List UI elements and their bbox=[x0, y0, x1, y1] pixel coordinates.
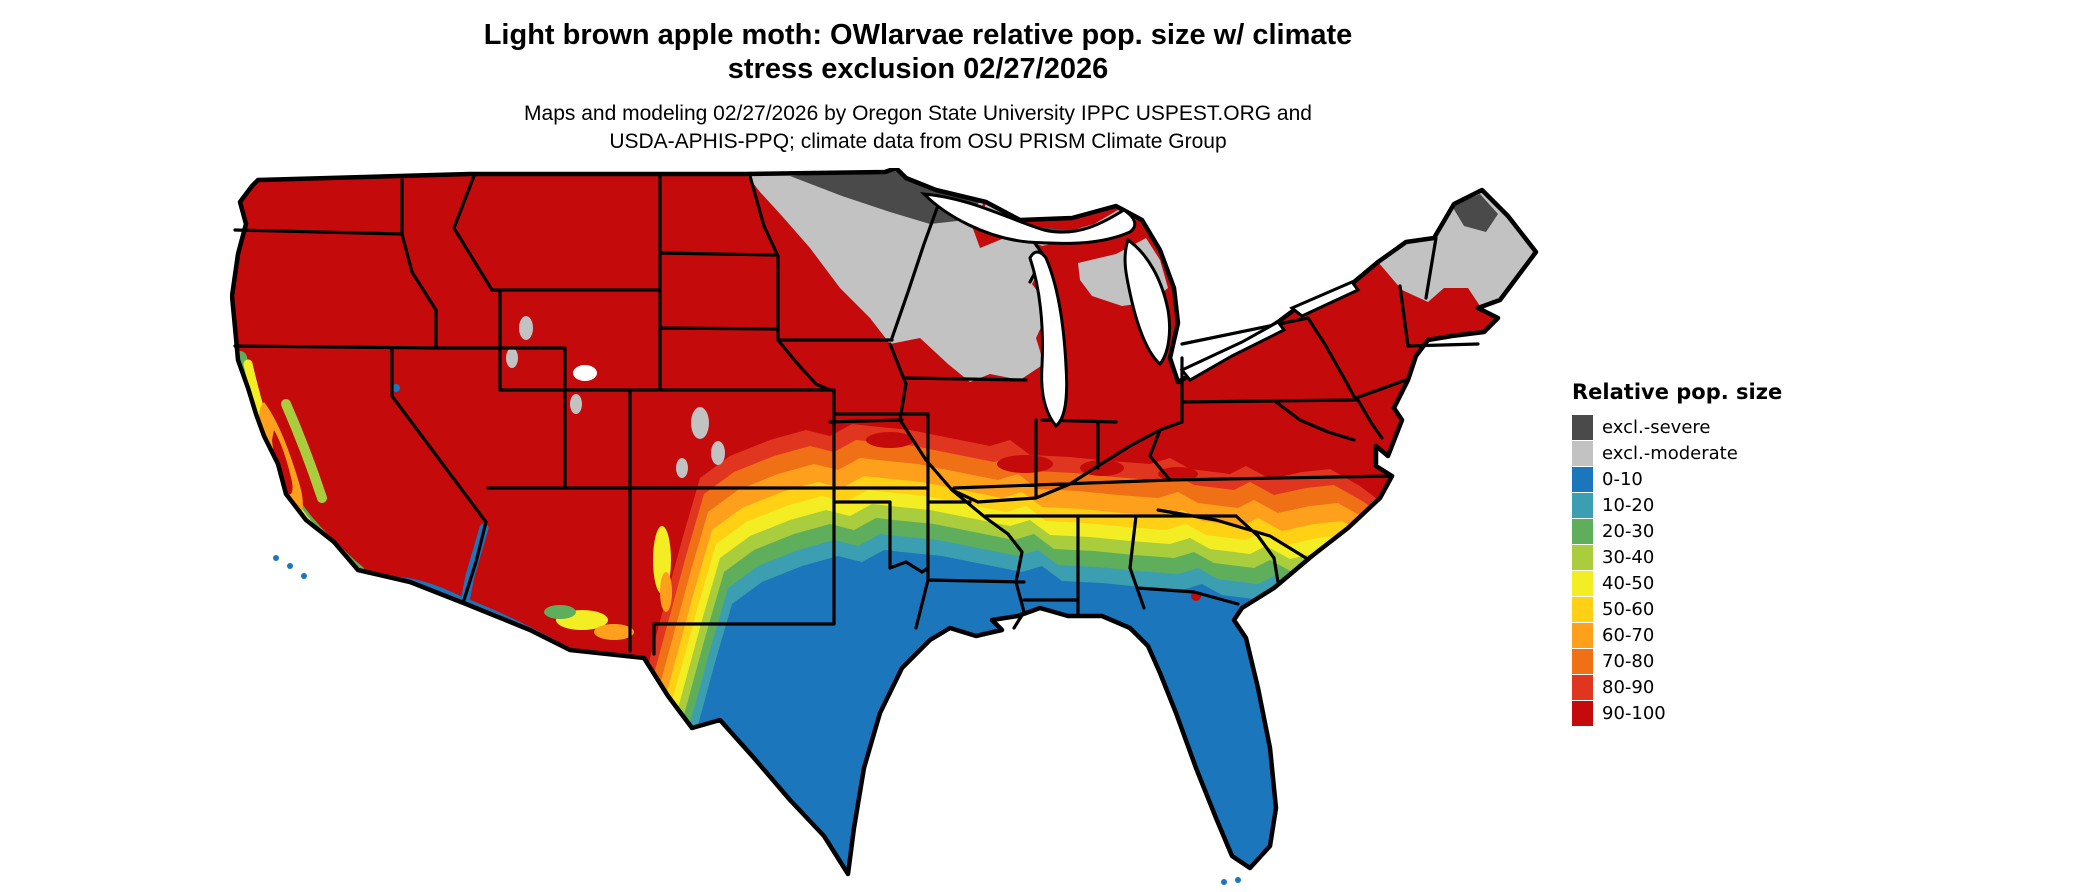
region-excl-moderate-midwest bbox=[746, 170, 1050, 382]
lake-superior bbox=[920, 192, 1137, 245]
lake-ontario bbox=[1289, 280, 1361, 318]
channel-island-speck bbox=[287, 563, 293, 569]
map-title: Light brown apple moth: OWlarvae relativ… bbox=[0, 18, 1836, 86]
legend-label: 40-50 bbox=[1602, 572, 1655, 594]
legend-swatch-90-100 bbox=[1572, 700, 1593, 726]
lake-erie bbox=[1179, 320, 1287, 382]
legend-swatch-50-60 bbox=[1572, 596, 1593, 622]
legend-swatch-30-40 bbox=[1572, 544, 1593, 570]
legend-label: 10-20 bbox=[1602, 494, 1655, 516]
legend-label: 0-10 bbox=[1602, 468, 1643, 490]
channel-island-speck bbox=[273, 555, 279, 561]
lake-huron bbox=[1123, 237, 1172, 367]
title-line-1: Light brown apple moth: OWlarvae relativ… bbox=[483, 19, 1353, 51]
region-excl-severe-north-minnesota bbox=[790, 170, 980, 224]
band-0-10 bbox=[652, 550, 1536, 874]
legend-item: 70-80 bbox=[1572, 648, 1782, 674]
az-orange-blob bbox=[594, 624, 634, 640]
great-salt-lake bbox=[573, 365, 597, 381]
legend-label: 60-70 bbox=[1602, 624, 1655, 646]
lake-michigan bbox=[1028, 250, 1069, 429]
tahoe-blue-dot bbox=[392, 384, 400, 392]
legend-item: 30-40 bbox=[1572, 544, 1782, 570]
legend-swatch-40-50 bbox=[1572, 570, 1593, 596]
legend-item: 10-20 bbox=[1572, 492, 1782, 518]
florida-keys-speck bbox=[1221, 879, 1227, 885]
legend-title: Relative pop. size bbox=[1572, 380, 1783, 404]
legend-swatch-0-10 bbox=[1572, 466, 1593, 492]
rockies-gray-speckle bbox=[711, 441, 725, 465]
legend-swatch-10-20 bbox=[1572, 492, 1593, 518]
channel-island-speck bbox=[301, 573, 307, 579]
legend-item: 0-10 bbox=[1572, 466, 1782, 492]
legend-swatch-80-90 bbox=[1572, 674, 1593, 700]
legend-item: 60-70 bbox=[1572, 622, 1782, 648]
az-green-blob bbox=[544, 605, 576, 619]
legend-label: 90-100 bbox=[1602, 702, 1666, 724]
legend-swatch-70-80 bbox=[1572, 648, 1593, 674]
rockies-gray-speckle bbox=[570, 394, 582, 414]
legend-label: 50-60 bbox=[1602, 598, 1655, 620]
ca-sierra-yellowgreen-band bbox=[281, 399, 327, 503]
title-line-2: stress exclusion 02/27/2026 bbox=[727, 53, 1109, 85]
map-subtitle: Maps and modeling 02/27/2026 by Oregon S… bbox=[0, 100, 1836, 156]
florida-keys-speck bbox=[1235, 877, 1241, 883]
region-excl-moderate-new-england bbox=[1378, 192, 1534, 306]
us-map bbox=[229, 165, 1539, 885]
legend-swatch-excl-severe bbox=[1572, 414, 1593, 440]
nm-valley-orange bbox=[660, 572, 672, 612]
legend-label: excl.-moderate bbox=[1602, 442, 1738, 464]
legend-label: 30-40 bbox=[1602, 546, 1655, 568]
legend-swatch-20-30 bbox=[1572, 518, 1593, 544]
legend-swatch-excl-moderate bbox=[1572, 440, 1593, 466]
legend-label: 70-80 bbox=[1602, 650, 1655, 672]
legend-label: 80-90 bbox=[1602, 676, 1655, 698]
legend-label: 20-30 bbox=[1602, 520, 1655, 542]
state-borders bbox=[233, 174, 1480, 656]
legend-item: 80-90 bbox=[1572, 674, 1782, 700]
rockies-gray-speckle bbox=[506, 348, 518, 368]
legend-item: excl.-moderate bbox=[1572, 440, 1782, 466]
us-map-container bbox=[229, 165, 1540, 890]
ca-central-valley-red-core bbox=[272, 430, 293, 495]
red-noise-blob bbox=[997, 455, 1053, 473]
legend-item: 50-60 bbox=[1572, 596, 1782, 622]
legend-swatch-60-70 bbox=[1572, 622, 1593, 648]
legend-item: 40-50 bbox=[1572, 570, 1782, 596]
map-legend: Relative pop. size excl.-severe excl.-mo… bbox=[1572, 380, 1782, 726]
legend-item: 90-100 bbox=[1572, 700, 1782, 726]
region-excl-severe-north-maine bbox=[1452, 194, 1498, 232]
legend-item: 20-30 bbox=[1572, 518, 1782, 544]
red-noise-blob bbox=[866, 432, 914, 448]
legend-label: excl.-severe bbox=[1602, 416, 1711, 438]
rockies-gray-speckle bbox=[691, 407, 709, 439]
legend-item: excl.-severe bbox=[1572, 414, 1782, 440]
rockies-gray-speckle bbox=[676, 458, 688, 478]
rockies-gray-speckle bbox=[519, 316, 533, 340]
subtitle-line-2: USDA-APHIS-PPQ; climate data from OSU PR… bbox=[609, 130, 1227, 153]
subtitle-line-1: Maps and modeling 02/27/2026 by Oregon S… bbox=[524, 102, 1312, 125]
